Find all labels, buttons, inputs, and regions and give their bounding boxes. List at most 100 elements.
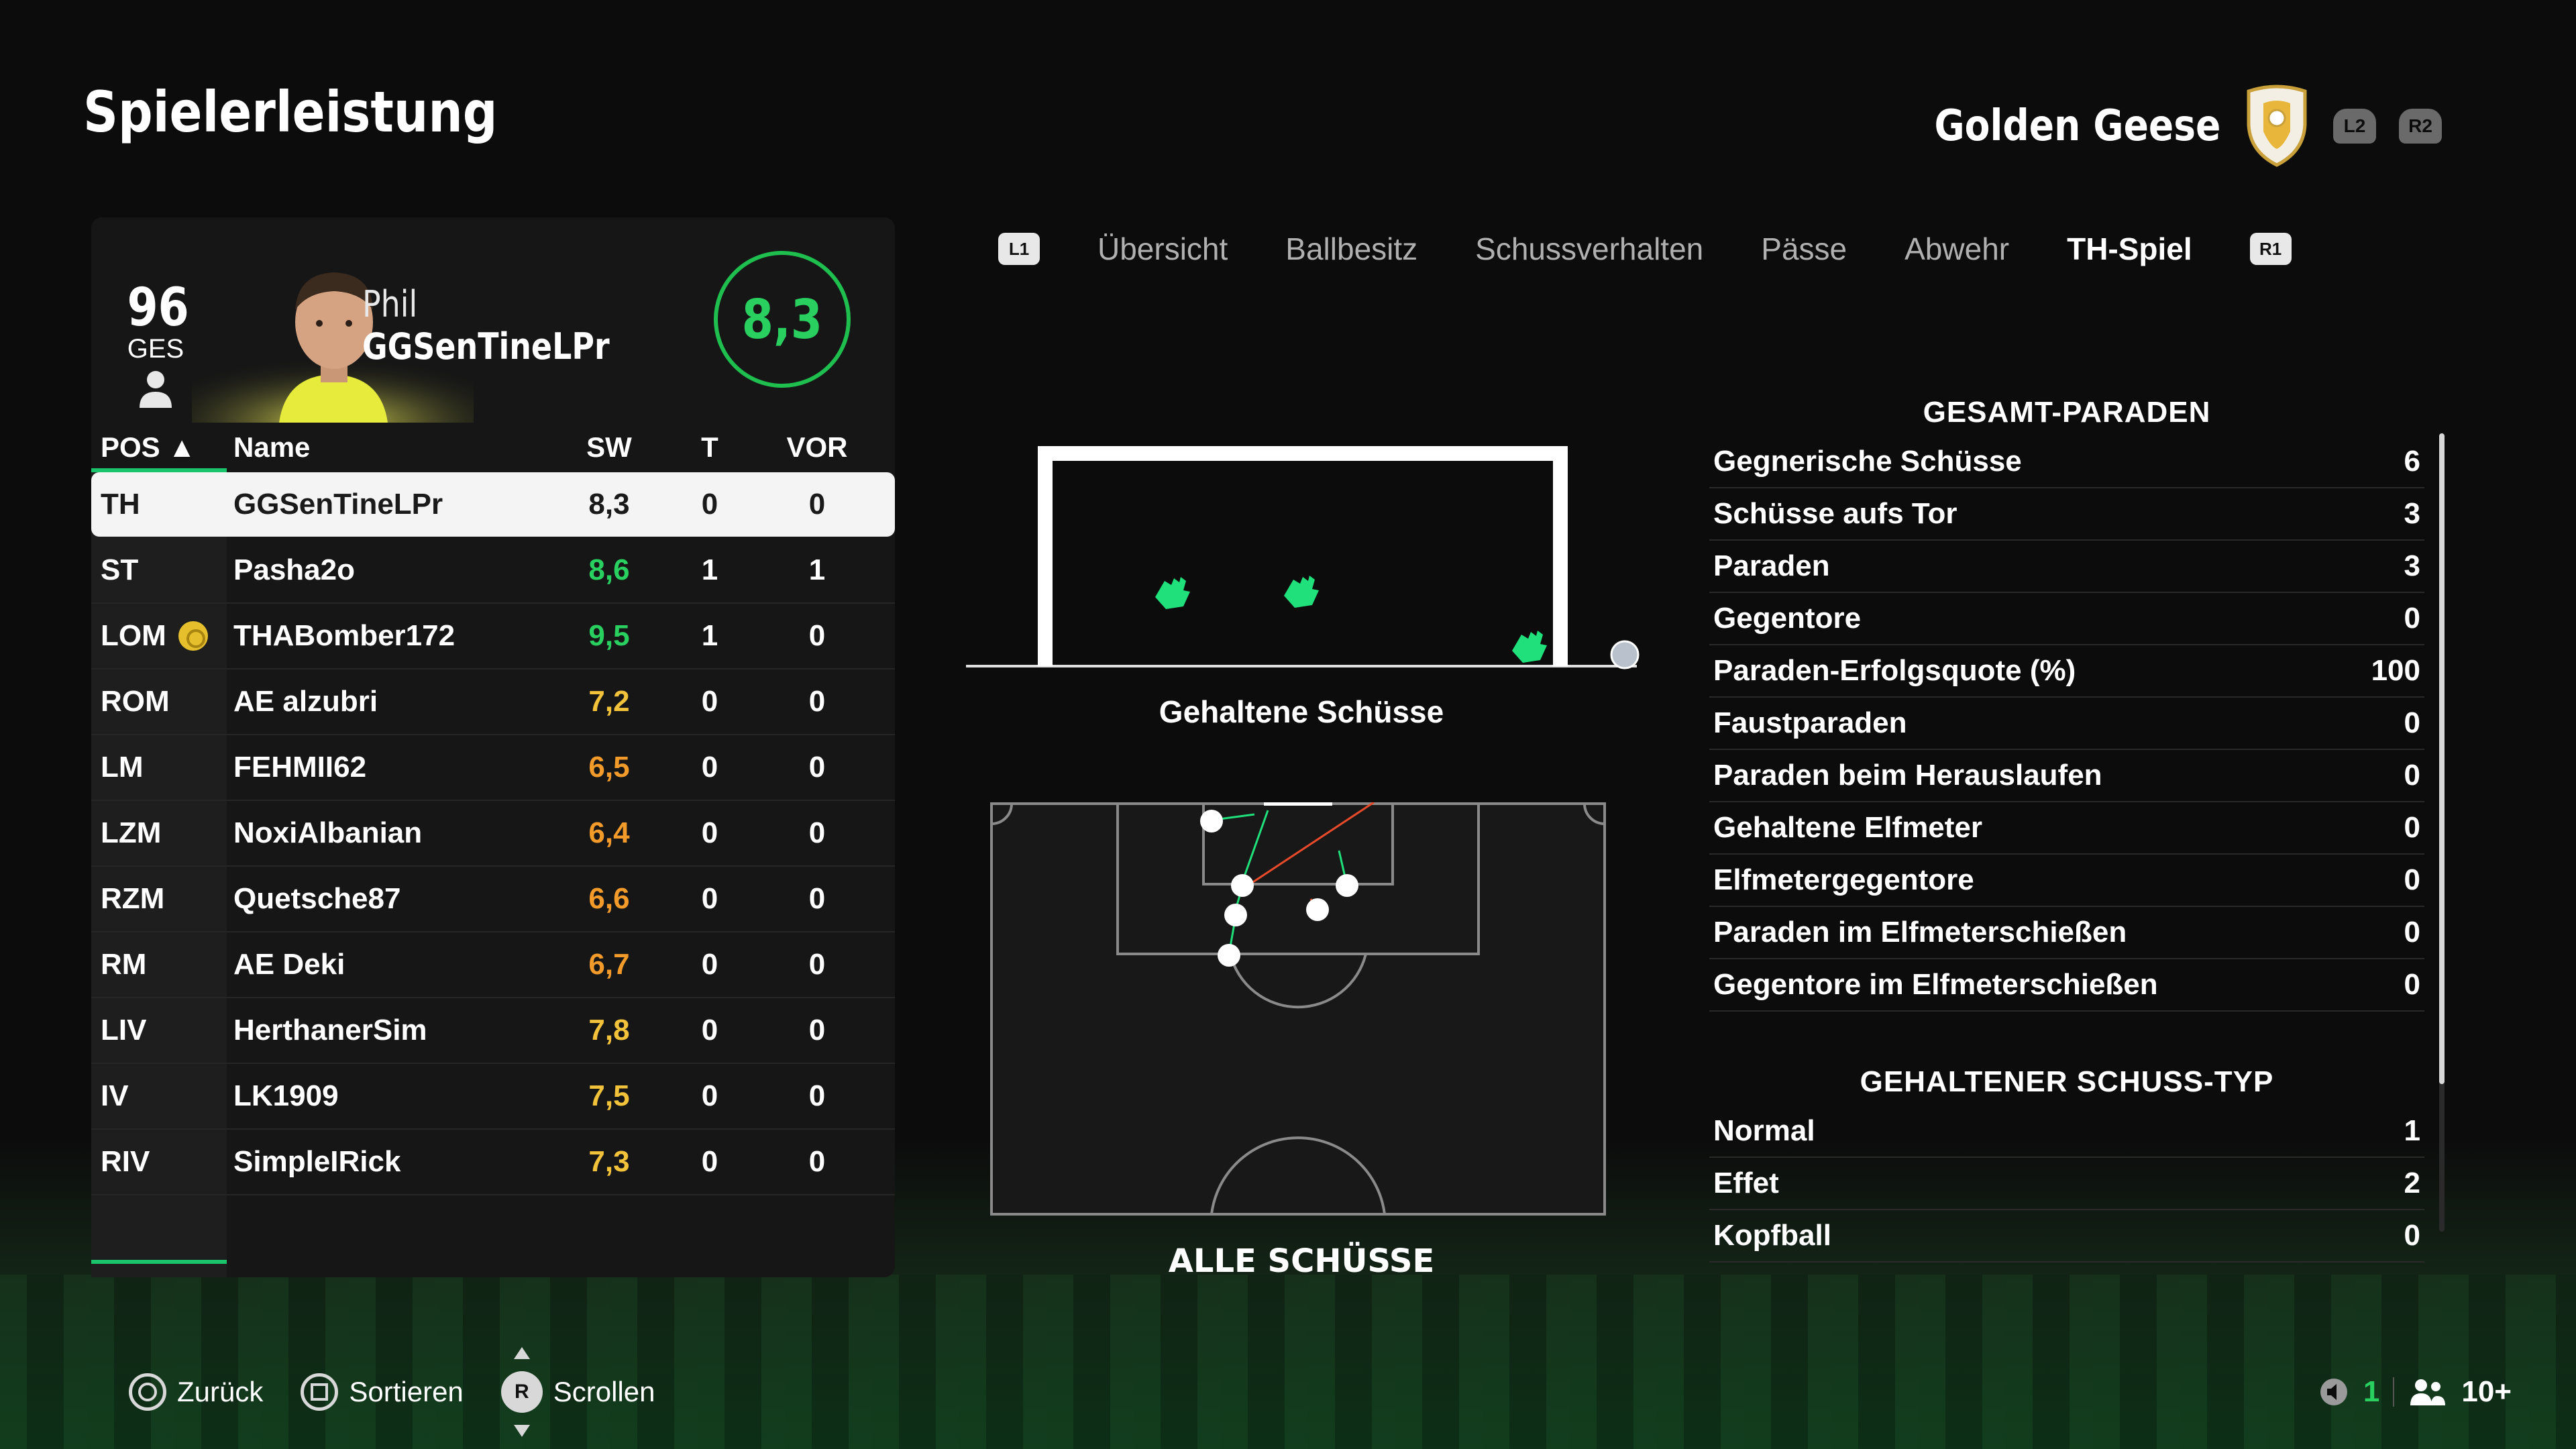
team-name: Golden Geese (1934, 101, 2220, 151)
player-first-name: Phil (362, 283, 418, 325)
header-name[interactable]: Name (233, 431, 311, 463)
list-end-indicator (91, 1260, 227, 1264)
stat-row: Gegentore im Elfmeterschießen 0 (1709, 959, 2424, 1012)
stat-value: 100 (2371, 654, 2420, 687)
row-pos: LOM (101, 619, 166, 652)
team-crest-icon (2247, 85, 2307, 167)
back-hint[interactable]: Zurück (129, 1373, 263, 1411)
section-title-saved-shot-type: GEHALTENER SCHUSS-TYP (1860, 1065, 2274, 1098)
row-rating: 8,6 (588, 553, 630, 586)
stat-value: 0 (2404, 602, 2420, 635)
row-assists: 0 (808, 685, 826, 718)
header-pos[interactable]: POS ▲ (101, 431, 196, 463)
table-header: POS ▲ Name SW T VOR (91, 423, 895, 472)
table-row[interactable]: TH GGSenTineLPr 8,3 0 0 (91, 472, 895, 537)
row-goals: 0 (701, 948, 718, 981)
row-rating: 7,2 (588, 685, 630, 718)
row-rating: 7,5 (588, 1079, 630, 1112)
table-row[interactable]: LIV HerthanerSim 7,8 0 0 (91, 998, 895, 1064)
table-row[interactable]: IV LK1909 7,5 0 0 (91, 1064, 895, 1130)
row-goals: 0 (701, 751, 718, 784)
player-portrait (192, 272, 474, 423)
table-row[interactable]: RZM Quetsche87 6,6 0 0 (91, 867, 895, 932)
player-card: 96 GES Phil GGSenTineLPr (91, 217, 895, 423)
shot-marker (1336, 874, 1358, 897)
all-shots-caption: ALLE SCHÜSSE (1168, 1242, 1435, 1280)
table-row[interactable]: LZM NoxiAlbanian 6,4 0 0 (91, 801, 895, 867)
row-assists: 0 (808, 948, 826, 981)
row-name: HerthanerSim (233, 1014, 427, 1046)
tab-passing[interactable]: Pässe (1761, 231, 1847, 266)
row-pos: LIV (101, 1014, 147, 1046)
crowd-backdrop (0, 1275, 2576, 1449)
circle-button-icon (129, 1373, 166, 1411)
stat-row: Faustparaden 0 (1709, 698, 2424, 750)
row-assists: 0 (808, 619, 826, 652)
row-name: AE alzubri (233, 685, 378, 718)
stat-row: Gegentore 0 (1709, 593, 2424, 645)
header-t[interactable]: T (701, 431, 718, 463)
row-goals: 1 (701, 619, 718, 652)
tab-shooting[interactable]: Schussverhalten (1475, 231, 1704, 266)
row-goals: 0 (701, 882, 718, 915)
row-assists: 0 (808, 1014, 826, 1046)
scroll-hint[interactable]: R Scrollen (500, 1347, 655, 1437)
row-rating: 6,6 (588, 882, 630, 915)
row-pos-cell: LOM (91, 619, 227, 653)
row-name: FEHMII62 (233, 751, 367, 784)
r1-button[interactable]: R1 (2249, 233, 2292, 265)
row-rating: 7,3 (588, 1145, 630, 1178)
shot-marker (1231, 874, 1254, 897)
stat-row: Kopfball 0 (1709, 1210, 2424, 1263)
stat-label: Elfmetergegentore (1713, 863, 1974, 896)
all-shots-pitch-map (990, 802, 1606, 1216)
table-row[interactable]: ST Pasha2o 8,6 1 1 (91, 538, 895, 604)
stats-scrollbar-thumb[interactable] (2439, 433, 2445, 1084)
row-goals: 0 (701, 1014, 718, 1046)
r2-button[interactable]: R2 (2399, 109, 2442, 144)
table-row[interactable]: LM FEHMII62 6,5 0 0 (91, 735, 895, 801)
player-panel: 96 GES Phil GGSenTineLPr (91, 217, 895, 1277)
mute-icon[interactable] (2318, 1376, 2350, 1408)
man-of-the-match-ball-icon (178, 621, 208, 651)
players-count: 10+ (2461, 1375, 2512, 1408)
stat-row: Gehaltene Elfmeter 0 (1709, 802, 2424, 855)
header-vor[interactable]: VOR (786, 431, 848, 463)
table-row[interactable]: RM AE Deki 6,7 0 0 (91, 932, 895, 998)
goal-frame-visual (966, 446, 1640, 669)
tab-possession[interactable]: Ballbesitz (1285, 231, 1418, 266)
right-stick-icon: R (500, 1347, 543, 1437)
divider (2393, 1377, 2395, 1407)
stat-value: 0 (2404, 759, 2420, 792)
table-row[interactable]: LOM THABomber172 9,5 1 0 (91, 604, 895, 669)
table-row[interactable]: ROM AE alzubri 7,2 0 0 (91, 669, 895, 735)
l1-button[interactable]: L1 (998, 233, 1040, 265)
goalkeeping-stats: GESAMT-PARADEN Gegnerische Schüsse 6 Schü… (1709, 389, 2424, 1263)
shot-marker (1200, 810, 1223, 833)
tab-overview[interactable]: Übersicht (1097, 231, 1228, 266)
tab-defending[interactable]: Abwehr (1904, 231, 2010, 266)
sort-hint[interactable]: Sortieren (301, 1373, 464, 1411)
stat-value: 3 (2404, 497, 2420, 530)
row-goals: 0 (701, 1079, 718, 1112)
table-row[interactable]: RIV SimpleIRick 7,3 0 0 (91, 1130, 895, 1195)
row-assists: 0 (808, 1145, 826, 1178)
row-name: AE Deki (233, 948, 345, 981)
tab-goalkeeping[interactable]: TH-Spiel (2067, 231, 2192, 266)
stat-row: Schüsse aufs Tor 3 (1709, 488, 2424, 541)
stat-label: Effet (1713, 1167, 1779, 1199)
l2-button[interactable]: L2 (2333, 109, 2376, 144)
row-name: SimpleIRick (233, 1145, 401, 1178)
row-rating: 6,7 (588, 948, 630, 981)
stat-row: Paraden im Elfmeterschießen 0 (1709, 907, 2424, 959)
row-pos: RIV (101, 1145, 150, 1178)
row-assists: 0 (808, 1079, 826, 1112)
row-pos: ROM (101, 685, 170, 718)
stat-label: Paraden beim Herauslaufen (1713, 759, 2102, 792)
header-sw[interactable]: SW (586, 431, 632, 463)
stat-value: 0 (2404, 916, 2420, 949)
row-pos: RZM (101, 882, 165, 915)
stat-label: Kopfball (1713, 1219, 1831, 1252)
stat-value: 6 (2404, 445, 2420, 478)
player-table: TH GGSenTineLPr 8,3 0 0 ST Pasha2o 8,6 1… (91, 472, 895, 1195)
